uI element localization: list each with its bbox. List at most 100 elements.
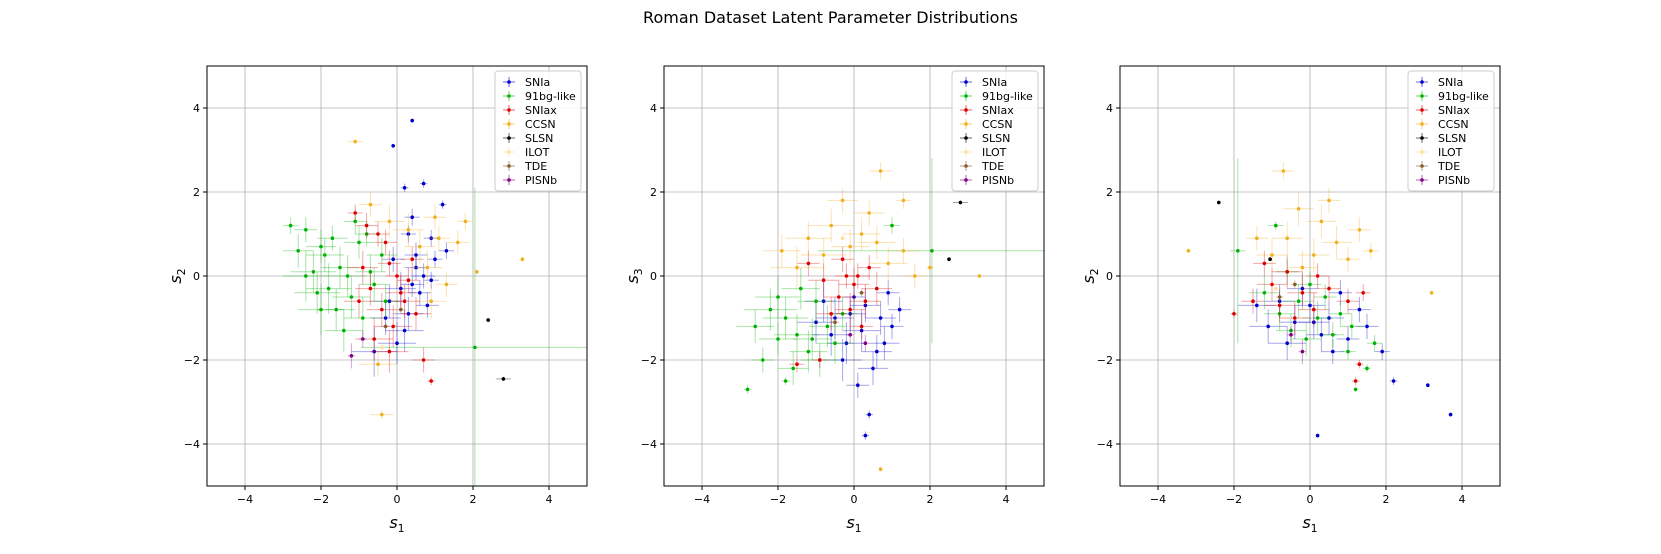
data-point [1268, 221, 1284, 230]
data-point [878, 467, 883, 472]
data-point [800, 238, 847, 272]
data-point [332, 276, 371, 318]
legend-label: ILOT [1438, 146, 1463, 159]
marker [338, 265, 342, 270]
data-point [343, 208, 367, 234]
y-tick: −2 [641, 354, 664, 367]
y-tick-label: 0 [193, 270, 200, 283]
data-point [793, 318, 832, 360]
data-point [305, 238, 344, 272]
legend-marker [507, 122, 511, 126]
data-point [305, 229, 337, 264]
marker [1353, 379, 1358, 383]
marker [821, 253, 826, 257]
marker [1380, 349, 1384, 354]
data-point [355, 271, 386, 306]
marker [928, 265, 932, 270]
series-TDE [831, 288, 866, 327]
data-point [1315, 433, 1320, 438]
data-point [1268, 326, 1307, 360]
marker [783, 379, 788, 383]
data-point [393, 297, 424, 331]
x-tick: −2 [313, 486, 329, 506]
marker [1186, 249, 1191, 253]
data-point [1216, 200, 1221, 205]
marker [1327, 286, 1331, 291]
data-point [846, 263, 870, 289]
data-point [926, 263, 934, 272]
data-point [774, 313, 820, 356]
marker [486, 318, 491, 322]
data-point [305, 263, 352, 314]
data-point [835, 292, 866, 327]
data-point [412, 347, 435, 373]
legend-label: SLSN [1438, 132, 1466, 145]
marker [958, 200, 963, 205]
marker [319, 244, 323, 249]
legend-entry: CCSN [1416, 118, 1469, 131]
series-PISNb [1287, 326, 1307, 365]
legend-box [951, 70, 1039, 192]
legend-label: 91bg-like [525, 90, 576, 103]
figure-title: Roman Dataset Latent Parameter Distribut… [643, 8, 1018, 27]
data-point [1264, 297, 1295, 331]
marker [395, 341, 399, 346]
marker [875, 240, 879, 245]
x-tick: 2 [927, 486, 934, 506]
marker [304, 228, 308, 232]
data-point [1245, 225, 1269, 251]
data-point [385, 309, 424, 352]
marker [1315, 316, 1320, 320]
marker [1327, 198, 1331, 203]
marker [863, 433, 868, 438]
data-point [1298, 292, 1329, 327]
marker [473, 345, 477, 350]
marker [437, 236, 441, 240]
x-tick-label: −4 [237, 493, 253, 506]
x-tick: −4 [237, 486, 253, 506]
marker [425, 303, 430, 308]
marker [444, 282, 449, 287]
marker [1338, 312, 1343, 316]
marker [380, 412, 384, 417]
data-point [808, 208, 854, 243]
data-point [781, 376, 790, 386]
marker [380, 307, 384, 312]
data-point [1429, 290, 1434, 295]
data-point [486, 318, 491, 323]
data-point [381, 322, 390, 331]
data-point [474, 269, 479, 274]
series-91bg-like [283, 187, 587, 486]
data-point [427, 225, 451, 251]
legend-label: TDE [524, 160, 547, 173]
marker [387, 349, 392, 354]
data-point [391, 143, 396, 148]
marker [402, 299, 407, 304]
data-point [1336, 246, 1360, 272]
x-axis-label-sub: 1 [1311, 522, 1318, 535]
x-tick-label: −4 [694, 493, 710, 506]
marker [399, 291, 403, 295]
marker [878, 316, 883, 320]
data-point [370, 284, 401, 318]
data-point [294, 271, 340, 314]
data-point [1264, 288, 1295, 323]
data-point [869, 326, 900, 360]
data-point [1425, 383, 1430, 388]
marker [361, 316, 365, 320]
marker [1323, 295, 1327, 299]
y-tick-label: −2 [641, 354, 657, 367]
data-point [1287, 271, 1318, 306]
marker [1300, 291, 1305, 295]
marker [833, 341, 837, 346]
data-point [366, 238, 397, 272]
marker [1304, 337, 1308, 341]
data-point [762, 234, 801, 268]
data-point [1253, 250, 1276, 276]
series-ILOT [838, 234, 847, 243]
x-tick-label: 0 [851, 493, 858, 506]
legend-entry: 91bg-like [960, 90, 1033, 103]
data-point [816, 297, 854, 339]
marker [1289, 333, 1293, 337]
data-point [755, 276, 801, 318]
